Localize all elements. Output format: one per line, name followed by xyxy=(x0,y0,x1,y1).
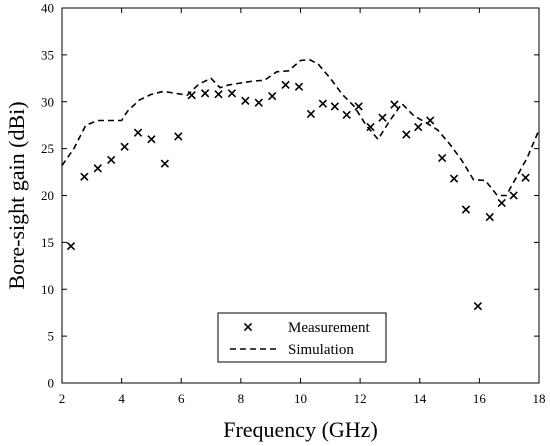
measurement-point xyxy=(160,159,170,168)
measurement-point xyxy=(241,96,250,105)
x-tick-label: 2 xyxy=(59,391,66,406)
measurement-point xyxy=(354,102,363,111)
y-tick-label: 0 xyxy=(48,376,55,391)
measurement-point xyxy=(461,205,471,214)
measurement-point xyxy=(390,100,399,109)
measurement-point xyxy=(93,164,102,173)
x-tick-label: 6 xyxy=(178,391,185,406)
y-tick-label: 35 xyxy=(41,47,54,62)
y-tick-label: 20 xyxy=(41,188,54,203)
x-tick-label: 18 xyxy=(533,391,546,406)
measurement-point xyxy=(306,109,316,119)
measurement-point xyxy=(147,135,156,144)
tick-labels: 2 4 6 8 10 12 14 16 18 0 5 10 15 20 25 30 35 40 xyxy=(41,1,546,407)
measurement-point xyxy=(342,110,351,120)
x-tick-label: 12 xyxy=(354,391,367,406)
y-tick-label: 25 xyxy=(41,141,54,156)
legend-box xyxy=(217,312,387,363)
measurement-point xyxy=(133,128,143,137)
measurement-point xyxy=(227,89,237,98)
measurement-point xyxy=(449,174,459,183)
legend-marker-glyph xyxy=(243,322,253,332)
y-tick-label: 40 xyxy=(41,1,54,16)
y-tick-label: 10 xyxy=(41,282,54,297)
legend: Measurement Simulation xyxy=(217,312,387,363)
measurement-point xyxy=(318,99,328,108)
measurement-point xyxy=(174,132,183,141)
measurement-point xyxy=(473,301,483,311)
measurement-point xyxy=(426,116,435,125)
measurement-point xyxy=(281,80,290,90)
measurement-point xyxy=(187,91,196,100)
legend-marker-measurement xyxy=(243,322,253,332)
measurement-point xyxy=(330,102,339,111)
y-tick-label: 5 xyxy=(48,329,55,344)
measurement-point xyxy=(366,122,375,132)
x-axis-label: Frequency (GHz) xyxy=(223,417,378,442)
measurement-point xyxy=(200,89,210,98)
y-tick-label: 30 xyxy=(41,94,54,109)
measurement-point xyxy=(437,153,447,163)
legend-label-simulation: Simulation xyxy=(288,342,354,358)
measurement-point xyxy=(485,212,494,222)
measurement-point xyxy=(378,113,387,122)
y-tick-label: 15 xyxy=(41,235,54,250)
measurement-point xyxy=(294,82,304,91)
x-tick-label: 14 xyxy=(413,391,427,406)
measurement-point xyxy=(66,241,76,251)
series-layer xyxy=(61,58,540,311)
x-tick-label: 16 xyxy=(473,391,487,406)
measurement-point xyxy=(254,98,263,107)
measurement-point xyxy=(414,122,423,132)
measurement-point xyxy=(402,130,411,139)
measurement-point xyxy=(107,155,116,165)
measurement-point xyxy=(120,142,129,151)
x-tick-label: 4 xyxy=(118,391,125,406)
legend-label-measurement: Measurement xyxy=(288,320,370,336)
measurement-point xyxy=(497,198,506,208)
measurement-point xyxy=(521,173,530,182)
measurement-point xyxy=(268,91,277,101)
measurement-point xyxy=(214,90,223,99)
simulation-line xyxy=(61,58,540,197)
x-tick-label: 8 xyxy=(238,391,245,406)
measurement-point xyxy=(80,172,89,181)
y-axis-label: Bore-sight gain (dBi) xyxy=(4,101,29,289)
axis-ticks xyxy=(61,7,540,384)
measurement-point xyxy=(509,191,518,200)
x-tick-label: 10 xyxy=(294,391,307,406)
